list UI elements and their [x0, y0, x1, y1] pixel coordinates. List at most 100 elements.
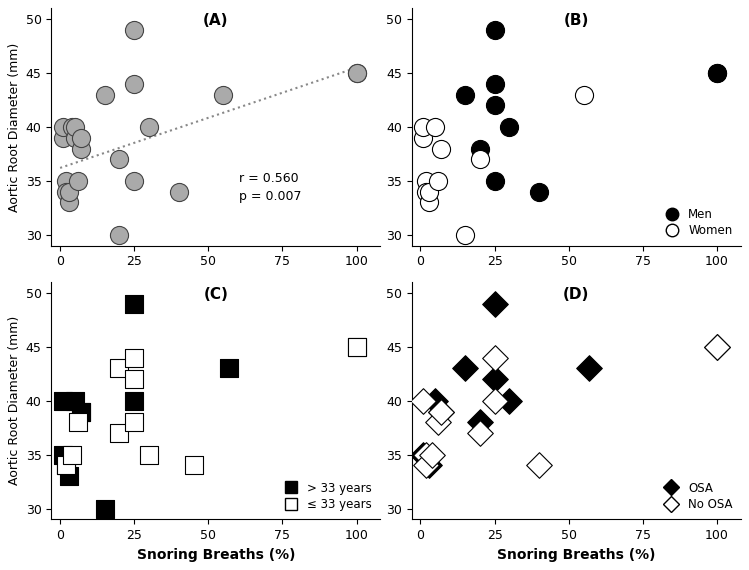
- Point: [583, 364, 595, 373]
- Point: [533, 461, 545, 470]
- Point: [488, 396, 500, 405]
- Point: [57, 133, 69, 142]
- Point: [128, 79, 140, 88]
- Point: [99, 504, 111, 513]
- Legend: > 33 years, ≤ 33 years: > 33 years, ≤ 33 years: [276, 479, 374, 514]
- Point: [187, 461, 199, 470]
- Point: [57, 396, 69, 405]
- Point: [173, 187, 185, 196]
- Point: [533, 187, 545, 196]
- Point: [432, 418, 444, 427]
- Point: [432, 176, 444, 185]
- Point: [113, 154, 125, 164]
- Point: [420, 176, 432, 185]
- Point: [72, 176, 84, 185]
- Point: [113, 364, 125, 373]
- Point: [474, 429, 486, 438]
- Text: r = 0.560
p = 0.007: r = 0.560 p = 0.007: [239, 172, 301, 203]
- Point: [75, 407, 87, 416]
- X-axis label: Snoring Breaths (%): Snoring Breaths (%): [497, 548, 655, 561]
- Point: [417, 450, 429, 459]
- Y-axis label: Aortic Root Diameter (mm): Aortic Root Diameter (mm): [8, 42, 21, 211]
- Point: [99, 90, 111, 99]
- Text: (B): (B): [563, 13, 589, 28]
- Point: [711, 343, 723, 352]
- Point: [351, 68, 363, 78]
- Point: [417, 133, 429, 142]
- Point: [143, 450, 155, 459]
- Point: [488, 176, 500, 185]
- Point: [488, 25, 500, 34]
- Point: [75, 407, 87, 416]
- Text: (D): (D): [563, 287, 589, 302]
- Point: [577, 90, 589, 99]
- Point: [351, 343, 363, 352]
- Point: [459, 90, 471, 99]
- Point: [351, 68, 363, 78]
- Point: [423, 461, 435, 470]
- Point: [63, 472, 75, 481]
- Point: [488, 101, 500, 110]
- Point: [435, 144, 447, 153]
- Point: [417, 396, 429, 405]
- Point: [128, 25, 140, 34]
- Point: [429, 123, 441, 132]
- Point: [75, 133, 87, 142]
- X-axis label: Snoring Breaths (%): Snoring Breaths (%): [136, 548, 295, 561]
- Point: [57, 450, 69, 459]
- Point: [128, 418, 140, 427]
- Point: [113, 230, 125, 239]
- Point: [143, 123, 155, 132]
- Point: [420, 187, 432, 196]
- Point: [429, 396, 441, 405]
- Point: [474, 154, 486, 164]
- Legend: OSA, No OSA: OSA, No OSA: [657, 479, 735, 514]
- Point: [488, 79, 500, 88]
- Point: [459, 364, 471, 373]
- Text: (C): (C): [203, 287, 228, 302]
- Point: [69, 396, 81, 405]
- Point: [435, 407, 447, 416]
- Point: [503, 123, 515, 132]
- Point: [459, 230, 471, 239]
- Point: [351, 343, 363, 352]
- Point: [69, 123, 81, 132]
- Point: [488, 374, 500, 384]
- Point: [711, 68, 723, 78]
- Point: [75, 144, 87, 153]
- Point: [223, 364, 235, 373]
- Point: [426, 450, 438, 459]
- Point: [66, 450, 78, 459]
- Point: [128, 353, 140, 362]
- Point: [63, 198, 75, 207]
- Point: [488, 299, 500, 308]
- Point: [474, 144, 486, 153]
- Point: [128, 374, 140, 384]
- Point: [503, 396, 515, 405]
- Point: [63, 187, 75, 196]
- Point: [128, 396, 140, 405]
- Point: [66, 123, 78, 132]
- Point: [128, 299, 140, 308]
- Point: [420, 461, 432, 470]
- Point: [420, 450, 432, 459]
- Point: [69, 133, 81, 142]
- Point: [488, 353, 500, 362]
- Point: [423, 198, 435, 207]
- Point: [474, 418, 486, 427]
- Point: [217, 90, 229, 99]
- Point: [711, 68, 723, 78]
- Text: (A): (A): [203, 13, 228, 28]
- Point: [423, 187, 435, 196]
- Point: [417, 123, 429, 132]
- Point: [60, 461, 72, 470]
- Y-axis label: Aortic Root Diameter (mm): Aortic Root Diameter (mm): [8, 316, 21, 486]
- Point: [435, 407, 447, 416]
- Point: [60, 461, 72, 470]
- Point: [711, 343, 723, 352]
- Point: [113, 429, 125, 438]
- Legend: Men, Women: Men, Women: [658, 205, 735, 239]
- Point: [57, 123, 69, 132]
- Point: [128, 176, 140, 185]
- Point: [60, 176, 72, 185]
